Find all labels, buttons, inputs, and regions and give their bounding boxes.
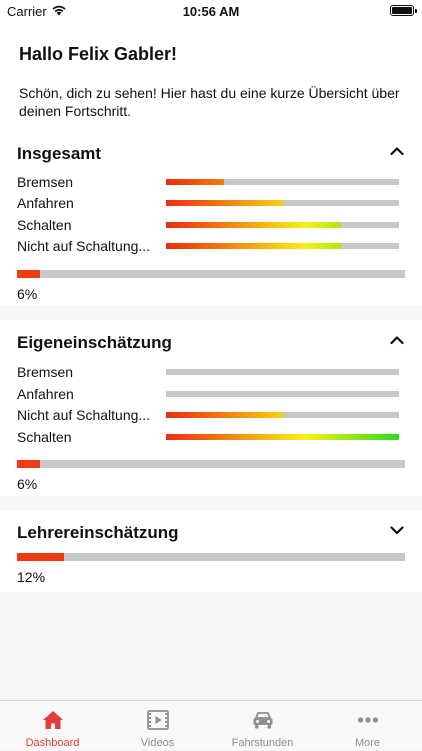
- skill-progress-bar: [166, 412, 399, 418]
- skill-label: Bremsen: [17, 364, 74, 380]
- tab-label: Dashboard: [25, 737, 80, 749]
- tab-label: Fahrstunden: [231, 737, 294, 749]
- greeting-card: Hallo Felix Gabler! Schön, dich zu sehen…: [0, 22, 422, 130]
- total-percent: 6%: [17, 286, 38, 302]
- total-progress-bar: [17, 270, 405, 278]
- skill-label: Nicht auf Schaltung...: [17, 238, 151, 254]
- section-title: Eigeneinschätzung: [17, 333, 172, 352]
- battery-icon: [390, 5, 417, 16]
- total-progress-fill: [17, 553, 64, 561]
- skill-label: Anfahren: [17, 195, 74, 211]
- film-icon: [147, 710, 169, 730]
- total-progress-fill: [17, 460, 41, 468]
- section-title: Lehrereinschätzung: [17, 523, 179, 542]
- skill-progress-fill: [166, 179, 225, 185]
- skill-progress-bar: [166, 369, 399, 375]
- tab-fahrstunden[interactable]: Fahrstunden: [210, 701, 315, 751]
- skill-label: Anfahren: [17, 386, 74, 402]
- skill-progress-bar: [166, 222, 399, 228]
- more-icon: [357, 717, 379, 723]
- skill-label: Schalten: [17, 429, 72, 445]
- total-percent: 12%: [17, 569, 46, 585]
- skill-label: Bremsen: [17, 174, 74, 190]
- chevron-down-icon[interactable]: [390, 525, 404, 535]
- skill-progress-fill: [166, 243, 341, 249]
- tab-more[interactable]: More: [315, 701, 420, 751]
- skill-progress-bar: [166, 391, 399, 397]
- skill-progress-bar: [166, 243, 399, 249]
- skill-progress-fill: [166, 200, 283, 206]
- greeting-subtitle: Schön, dich zu sehen! Hier hast du eine …: [19, 85, 400, 119]
- clock: 10:56 AM: [182, 4, 240, 19]
- section-insgesamt: Insgesamt Bremsen Anfahren Schalten Nich…: [0, 130, 422, 306]
- skill-progress-bar: [166, 179, 399, 185]
- car-icon: [253, 712, 273, 729]
- section-eigeneinschaetzung: Eigeneinschätzung Bremsen Anfahren Nicht…: [0, 320, 422, 496]
- skill-label: Schalten: [17, 217, 72, 233]
- skill-progress-fill: [166, 222, 341, 228]
- skill-progress-fill: [166, 412, 283, 418]
- total-progress-fill: [17, 270, 41, 278]
- tab-label: Videos: [140, 737, 175, 749]
- chevron-up-icon[interactable]: [390, 335, 404, 345]
- total-percent: 6%: [17, 476, 38, 492]
- section-title: Insgesamt: [17, 144, 102, 163]
- skill-progress-bar: [166, 434, 399, 440]
- tab-bar: Dashboard Videos Fahrstunden More: [0, 700, 422, 750]
- tab-label: More: [354, 737, 381, 749]
- chevron-up-icon[interactable]: [390, 146, 404, 156]
- tab-videos[interactable]: Videos: [105, 701, 210, 751]
- greeting-title: Hallo Felix Gabler!: [19, 44, 178, 64]
- total-progress-bar: [17, 460, 405, 468]
- skill-label: Nicht auf Schaltung...: [17, 407, 151, 423]
- status-bar: Carrier 10:56 AM: [0, 0, 422, 22]
- section-lehrereinschaetzung: Lehrereinschätzung 12%: [0, 510, 422, 592]
- total-progress-bar: [17, 553, 405, 561]
- carrier-label: Carrier: [7, 4, 47, 19]
- skill-progress-bar: [166, 200, 399, 206]
- skill-progress-fill: [166, 434, 399, 440]
- wifi-icon: [52, 5, 66, 16]
- home-icon: [43, 711, 63, 729]
- tab-dashboard[interactable]: Dashboard: [0, 701, 105, 751]
